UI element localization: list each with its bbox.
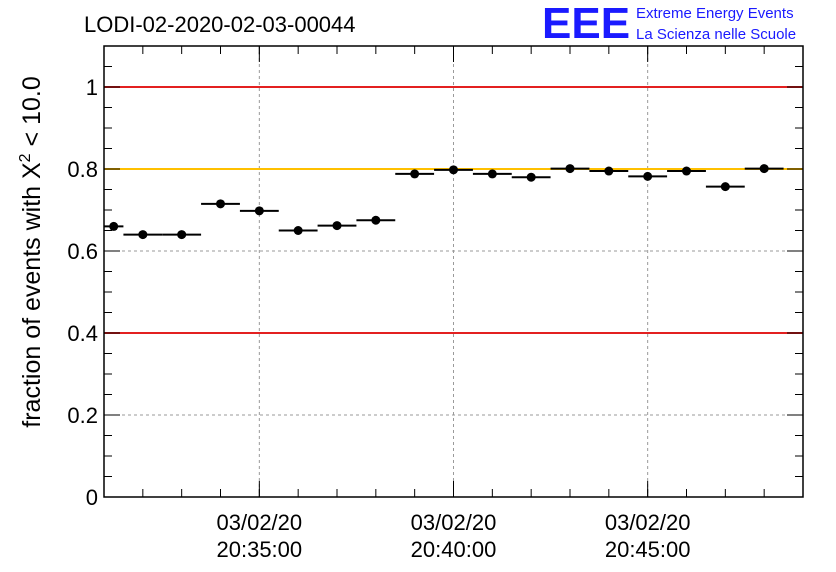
y-tick-label: 0.2 bbox=[67, 403, 98, 428]
y-axis-label-prefix: fraction of events with X bbox=[18, 162, 46, 428]
x-tick-label-date: 03/02/20 bbox=[411, 510, 497, 535]
plot-frame bbox=[103, 45, 804, 498]
data-point bbox=[449, 165, 458, 175]
y-axis-label: fraction of events with X2 < 10.0 bbox=[17, 76, 46, 427]
data-points bbox=[104, 164, 784, 240]
x-tick-label-time: 20:45:00 bbox=[605, 537, 691, 562]
data-point bbox=[216, 199, 225, 209]
logo-letters: EEE bbox=[542, 0, 630, 48]
data-point bbox=[138, 230, 148, 240]
data-point bbox=[643, 171, 653, 181]
data-point bbox=[565, 164, 575, 174]
y-tick-label: 1 bbox=[86, 75, 98, 100]
logo-line-1: Extreme Energy Events bbox=[636, 5, 794, 22]
eee-logo: EEE Extreme Energy Events La Scienza nel… bbox=[542, 0, 796, 48]
grid bbox=[104, 46, 803, 497]
y-axis-label-suffix: < 10.0 bbox=[18, 76, 46, 153]
y-tick-label: 0.4 bbox=[67, 321, 98, 346]
data-point bbox=[254, 206, 264, 216]
data-point bbox=[332, 221, 342, 231]
data-point bbox=[720, 182, 730, 192]
data-point bbox=[293, 226, 303, 235]
data-point bbox=[410, 169, 420, 179]
data-point bbox=[682, 166, 691, 176]
data-point bbox=[487, 169, 497, 179]
data-point bbox=[759, 164, 769, 174]
data-point bbox=[371, 215, 381, 225]
chart-title: LODI-02-2020-02-03-00044 bbox=[84, 12, 356, 37]
y-axis-label-superscript: 2 bbox=[17, 153, 34, 162]
y-tick-label: 0.6 bbox=[67, 239, 98, 264]
data-point bbox=[604, 166, 614, 176]
data-point bbox=[177, 230, 187, 240]
logo-line-2: La Scienza nelle Scuole bbox=[636, 26, 796, 43]
x-tick-label-time: 20:35:00 bbox=[217, 537, 303, 562]
data-point bbox=[526, 172, 536, 182]
axes: 00.20.40.60.8103/02/2020:35:0003/02/2020… bbox=[67, 45, 804, 562]
y-tick-label: 0.8 bbox=[67, 157, 98, 182]
data-point bbox=[109, 221, 119, 231]
x-tick-label-date: 03/02/20 bbox=[605, 510, 691, 535]
y-tick-label: 0 bbox=[86, 485, 98, 510]
x-tick-label-time: 20:40:00 bbox=[411, 537, 497, 562]
x-tick-label-date: 03/02/20 bbox=[217, 510, 303, 535]
